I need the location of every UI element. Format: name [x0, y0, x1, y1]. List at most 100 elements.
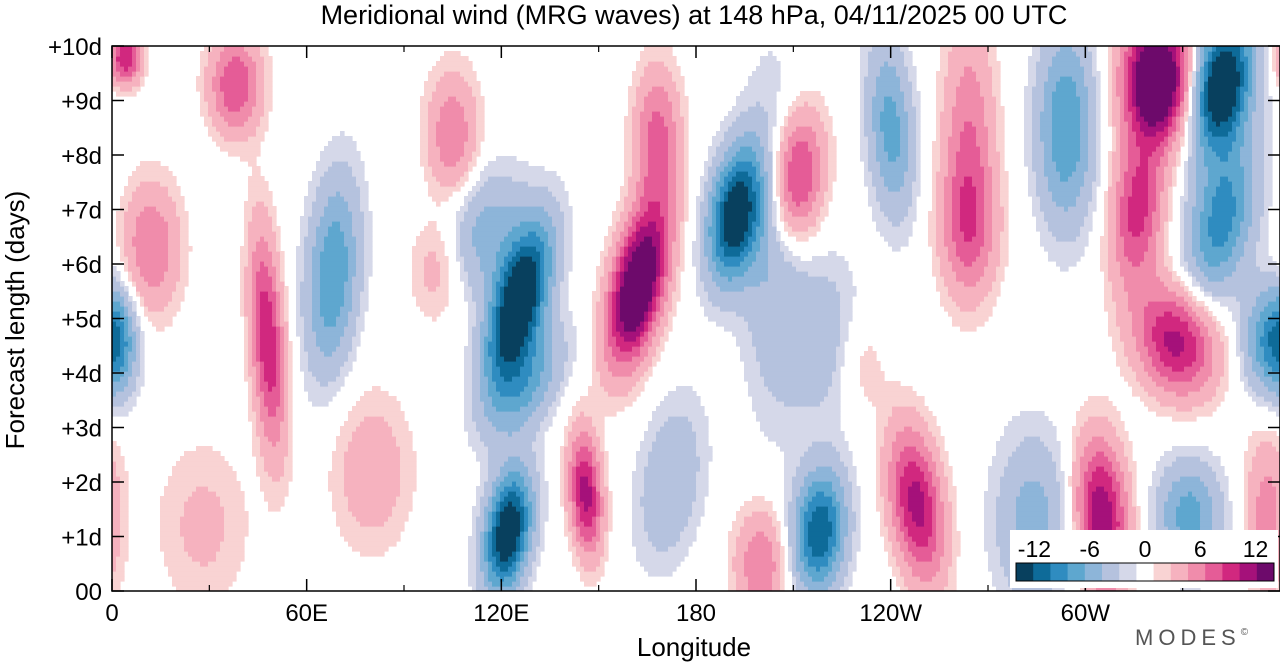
- heatmap-cell: [1084, 401, 1113, 407]
- heatmap-cell: [720, 231, 725, 237]
- heatmap-cell: [140, 296, 145, 302]
- heatmap-cell: [252, 396, 261, 402]
- heatmap-cell: [808, 586, 829, 591]
- heatmap-cell: [252, 346, 257, 352]
- heatmap-cell: [272, 306, 277, 312]
- heatmap-cell: [644, 511, 693, 517]
- heatmap-cell: [724, 261, 741, 267]
- heatmap-cell: [784, 451, 805, 457]
- heatmap-cell: [924, 436, 937, 442]
- heatmap-cell: [664, 396, 701, 402]
- heatmap-cell: [484, 181, 529, 187]
- heatmap-cell: [1156, 346, 1169, 352]
- heatmap-cell: [248, 331, 253, 337]
- heatmap-cell: [1128, 466, 1137, 472]
- heatmap-cell: [560, 301, 569, 307]
- heatmap-cell: [704, 181, 713, 187]
- heatmap-cell: [1088, 511, 1093, 517]
- heatmap-cell: [920, 451, 933, 457]
- heatmap-cell: [652, 286, 657, 292]
- heatmap-cell: [764, 431, 845, 437]
- heatmap-cell: [112, 446, 121, 452]
- heatmap-cell: [480, 386, 489, 392]
- heatmap-cell: [524, 531, 529, 537]
- heatmap-cell: [876, 191, 913, 197]
- heatmap-cell: [484, 346, 489, 352]
- heatmap-cell: [604, 541, 609, 547]
- heatmap-cell: [648, 426, 661, 432]
- heatmap-cell: [972, 236, 985, 242]
- heatmap-cell: [328, 486, 345, 492]
- heatmap-cell: [1080, 526, 1085, 532]
- heatmap-cell: [612, 271, 617, 277]
- heatmap-cell: [944, 201, 953, 207]
- heatmap-cell: [488, 376, 493, 382]
- heatmap-cell: [1116, 236, 1125, 242]
- heatmap-cell: [424, 311, 441, 317]
- heatmap-cell: [768, 271, 809, 277]
- heatmap-cell: [1052, 456, 1061, 462]
- heatmap-cell: [1112, 506, 1117, 512]
- heatmap-cell: [532, 536, 541, 542]
- heatmap-cell: [604, 271, 609, 277]
- heatmap-cell: [956, 271, 985, 277]
- heatmap-cell: [544, 331, 553, 337]
- heatmap-cell: [344, 421, 361, 427]
- heatmap-cell: [172, 196, 185, 202]
- heatmap-cell: [396, 496, 413, 502]
- heatmap-cell: [916, 461, 929, 467]
- heatmap-cell: [748, 586, 773, 591]
- heatmap-cell: [520, 551, 525, 557]
- heatmap-cell: [808, 561, 829, 567]
- heatmap-cell: [884, 236, 909, 242]
- heatmap-cell: [136, 226, 169, 232]
- heatmap-cell: [504, 261, 509, 267]
- heatmap-cell: [112, 566, 117, 572]
- heatmap-cell: [1236, 331, 1241, 337]
- heatmap-cell: [1104, 226, 1109, 232]
- heatmap-cell: [912, 571, 937, 577]
- heatmap-cell: [252, 361, 261, 367]
- heatmap-cell: [160, 521, 181, 527]
- heatmap-cell: [748, 321, 841, 327]
- heatmap-cell: [544, 251, 553, 257]
- heatmap-cell: [852, 541, 861, 547]
- heatmap-cell: [500, 326, 529, 332]
- heatmap-cell: [620, 306, 649, 312]
- heatmap-cell: [244, 201, 257, 207]
- heatmap-cell: [1124, 251, 1145, 257]
- heatmap-cell: [1132, 491, 1137, 497]
- heatmap-cell: [492, 271, 501, 277]
- heatmap-cell: [560, 466, 565, 472]
- heatmap-cell: [644, 516, 689, 522]
- heatmap-cell: [876, 451, 881, 457]
- heatmap-cell: [624, 246, 629, 252]
- heatmap-cell: [664, 286, 669, 292]
- heatmap-cell: [288, 426, 293, 432]
- heatmap-cell: [632, 496, 641, 502]
- heatmap-cell: [532, 356, 545, 362]
- heatmap-cell: [716, 246, 725, 252]
- heatmap-cell: [244, 316, 249, 322]
- heatmap-cell: [828, 571, 837, 577]
- heatmap-cell: [1184, 206, 1193, 212]
- heatmap-cell: [1252, 201, 1265, 207]
- heatmap-cell: [880, 201, 913, 207]
- heatmap-cell: [700, 466, 709, 472]
- heatmap-cell: [1208, 311, 1213, 317]
- heatmap-cell: [1172, 311, 1189, 317]
- heatmap-cell: [576, 466, 593, 472]
- heatmap-cell: [240, 266, 245, 272]
- heatmap-cell: [536, 331, 545, 337]
- heatmap-cell: [344, 286, 353, 292]
- heatmap-cell: [416, 296, 449, 302]
- heatmap-cell: [896, 506, 905, 512]
- heatmap-cell: [796, 586, 809, 591]
- heatmap-cell: [1092, 196, 1097, 202]
- heatmap-cell: [500, 241, 513, 247]
- heatmap-cell: [264, 391, 281, 397]
- heatmap-cell: [540, 491, 549, 497]
- heatmap-cell: [772, 581, 781, 587]
- heatmap-cell: [1088, 486, 1097, 492]
- heatmap-cell: [612, 236, 621, 242]
